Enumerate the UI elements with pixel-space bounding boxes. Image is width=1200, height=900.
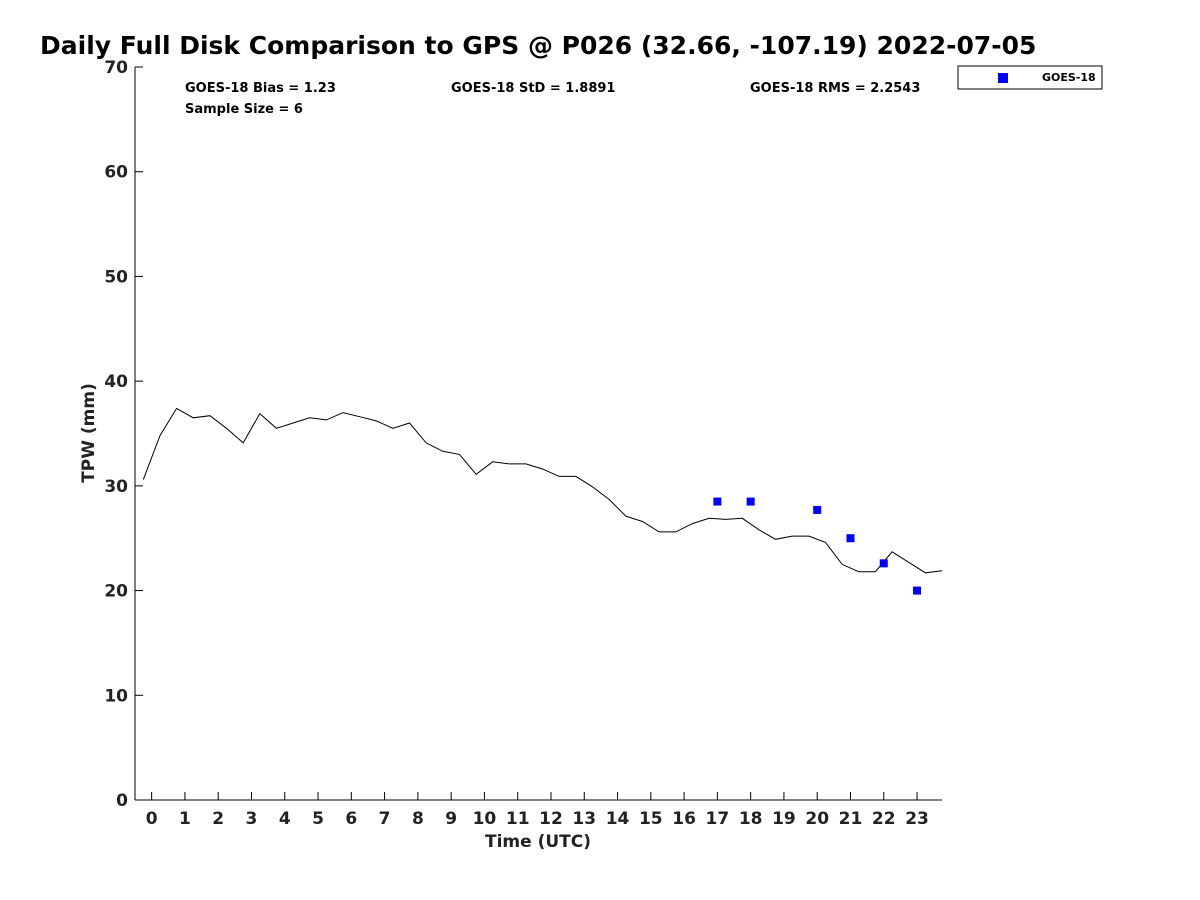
x-axis-label: Time (UTC) — [485, 832, 591, 852]
x-tick-label: 19 — [772, 809, 796, 829]
x-tick-label: 1 — [179, 809, 191, 829]
x-tick-label: 9 — [445, 809, 457, 829]
sample-size-stat: Sample Size = 6 — [185, 102, 303, 117]
y-tick-label: 20 — [104, 582, 128, 602]
x-tick-label: 11 — [506, 809, 530, 829]
chart-title: Daily Full Disk Comparison to GPS @ P026… — [40, 31, 1036, 60]
y-tick-label: 10 — [104, 686, 128, 706]
gps-series-line — [142, 407, 943, 574]
y-axis-label: TPW (mm) — [79, 383, 99, 483]
goes-18-point — [846, 534, 855, 543]
x-tick-label: 0 — [146, 809, 158, 829]
x-tick-label: 14 — [606, 809, 630, 829]
rms-stat: GOES-18 RMS = 2.2543 — [750, 81, 920, 96]
y-tick-label: 60 — [104, 163, 128, 183]
y-tick-label: 40 — [104, 372, 128, 392]
goes-18-point — [746, 497, 755, 506]
goes-18-point — [913, 586, 922, 595]
x-tick-label: 4 — [279, 809, 291, 829]
x-tick-label: 15 — [639, 809, 663, 829]
goes-18-point — [879, 559, 888, 568]
legend: GOES-18 — [957, 65, 1103, 90]
x-tick-label: 23 — [905, 809, 929, 829]
x-tick-label: 6 — [345, 809, 357, 829]
y-tick-label: 50 — [104, 267, 128, 287]
std-stat: GOES-18 StD = 1.8891 — [451, 81, 615, 96]
x-tick-label: 8 — [412, 809, 424, 829]
x-tick-label: 3 — [246, 809, 258, 829]
x-tick-label: 21 — [839, 809, 863, 829]
legend-marker — [998, 73, 1008, 83]
x-tick-label: 17 — [706, 809, 730, 829]
x-tick-label: 12 — [539, 809, 563, 829]
x-tick-label: 22 — [872, 809, 896, 829]
goes-18-point — [813, 505, 822, 514]
x-tick-label: 20 — [805, 809, 829, 829]
y-tick-label: 70 — [104, 58, 128, 78]
x-ticks: 0 1 2 3 4 5 6 7 8 9 10 11 12 13 14 15 16 17 18 19 20 21 22 23 — [146, 792, 929, 829]
y-tick-label: 30 — [104, 477, 128, 497]
goes-18-points — [713, 497, 922, 595]
legend-box — [957, 65, 1103, 90]
x-tick-label: 10 — [473, 809, 497, 829]
x-tick-label: 5 — [312, 809, 324, 829]
x-tick-label: 2 — [212, 809, 224, 829]
x-tick-label: 16 — [672, 809, 696, 829]
y-tick-label: 0 — [116, 791, 128, 811]
x-tick-label: 18 — [739, 809, 763, 829]
y-ticks: 0 10 20 30 40 50 60 70 — [104, 58, 143, 811]
legend-label-goes-18: GOES-18 — [1042, 71, 1096, 84]
bias-stat: GOES-18 Bias = 1.23 — [185, 81, 336, 96]
x-tick-label: 13 — [572, 809, 596, 829]
x-tick-label: 7 — [379, 809, 391, 829]
goes-18-point — [713, 497, 722, 506]
